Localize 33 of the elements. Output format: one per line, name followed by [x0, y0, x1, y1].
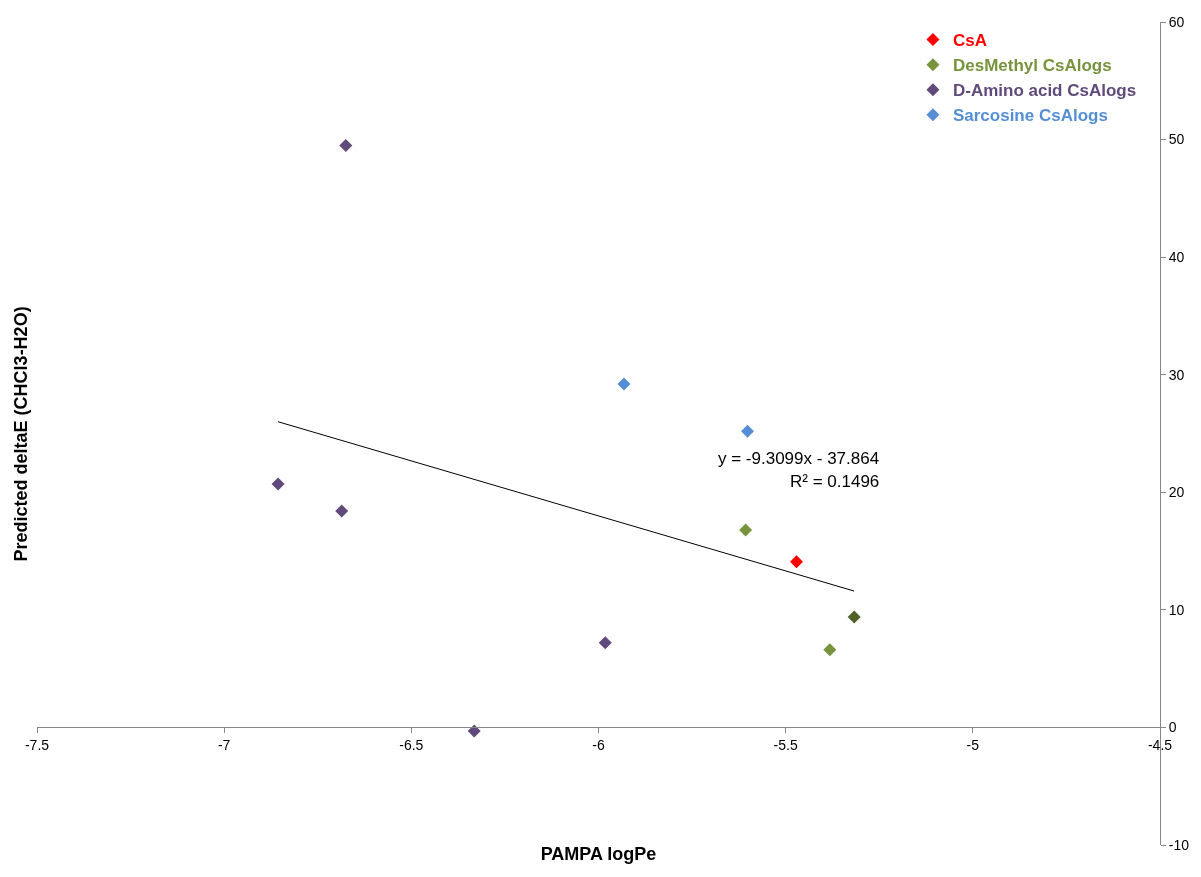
x-tick-label: -7	[217, 737, 231, 754]
x-tick-label: -6	[592, 737, 605, 754]
y-tick-label: 30	[1168, 366, 1185, 383]
point	[739, 523, 753, 537]
x-tick-label: -5.5	[773, 737, 798, 754]
y-axis-title: Predicted deltaE (CHCl3-H2O)	[11, 306, 32, 562]
annotation: R² = 0.1496	[790, 472, 880, 491]
y-tick-label: 40	[1168, 249, 1185, 266]
annotation: y = -9.3099x - 37.864	[718, 449, 880, 468]
x-tick-label: -7.5	[24, 737, 50, 754]
legend-label: CsA	[952, 31, 987, 51]
point	[847, 610, 861, 624]
y-tick-label: -10	[1168, 836, 1190, 853]
point	[598, 636, 612, 650]
y-tick-label: 10	[1168, 601, 1185, 618]
point	[823, 643, 837, 657]
x-tick-label: -6.5	[399, 737, 424, 754]
point	[790, 555, 804, 569]
point	[617, 377, 631, 391]
point	[339, 138, 353, 152]
x-tick-label: -4.5	[1147, 737, 1173, 754]
legend-label: D-Amino acid CsAlogs	[952, 81, 1137, 101]
x-tick-label: -5	[966, 737, 980, 754]
point	[335, 504, 349, 518]
point	[740, 424, 754, 438]
point	[271, 477, 285, 491]
y-tick-label: 60	[1168, 13, 1185, 30]
legend-label: DesMethyl CsAlogs	[952, 56, 1112, 76]
x-axis-title: PAMPA logPe	[540, 844, 657, 865]
legend-label: Sarcosine CsAlogs	[952, 106, 1108, 126]
y-tick-label: 50	[1168, 131, 1185, 148]
y-tick-label: 0	[1168, 719, 1177, 736]
y-tick-label: 20	[1168, 484, 1185, 501]
